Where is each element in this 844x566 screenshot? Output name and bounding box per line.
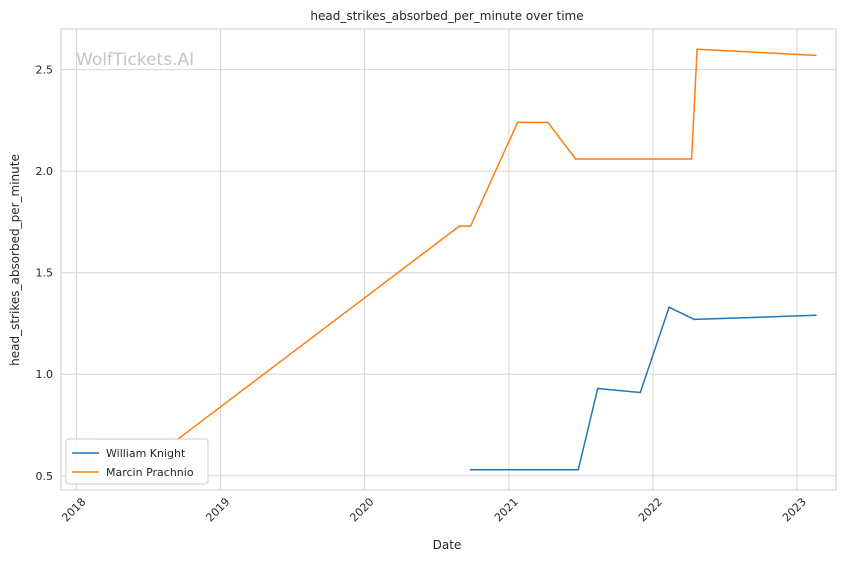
data-point — [693, 318, 696, 321]
data-point — [516, 121, 519, 124]
x-axis-label: Date — [433, 538, 462, 552]
y-tick-label: 2.0 — [36, 165, 54, 178]
grid — [61, 29, 836, 490]
legend-label: William Knight — [106, 447, 186, 460]
watermark: WolfTickets.AI — [76, 50, 194, 70]
x-tick-label: 2018 — [59, 495, 88, 524]
data-point — [815, 54, 817, 57]
y-tick-label: 1.5 — [36, 267, 54, 280]
x-tick-label: 2021 — [492, 495, 521, 524]
data-point — [668, 306, 670, 309]
plot-area-frame — [60, 28, 837, 491]
data-point — [574, 158, 577, 160]
y-tick-label: 2.5 — [36, 64, 54, 77]
legend-label: Marcin Prachnio — [106, 466, 194, 479]
legend-frame — [65, 438, 209, 485]
chart-title: head_strikes_absorbed_per_minute over ti… — [310, 9, 583, 23]
x-tick-label: 2019 — [203, 495, 232, 524]
series-line-0 — [470, 306, 816, 471]
data-point — [815, 314, 817, 317]
data-point — [690, 158, 693, 160]
data-point — [469, 468, 472, 471]
data-point — [577, 468, 580, 471]
x-tick-label: 2020 — [347, 495, 376, 524]
data-point — [596, 387, 599, 390]
y-axis-label: head_strikes_absorbed_per_minute — [8, 154, 22, 366]
data-point — [458, 225, 461, 227]
series-lines — [96, 48, 817, 471]
y-tick-label: 1.0 — [36, 368, 54, 381]
data-point — [469, 225, 472, 227]
x-tick-label: 2022 — [636, 495, 665, 524]
x-tick-label: 2023 — [780, 495, 809, 524]
data-point — [696, 48, 698, 51]
series-line-1 — [97, 48, 816, 440]
legend: William Knight Marcin Prachnio — [65, 438, 209, 485]
y-tick-label: 0.5 — [36, 470, 54, 483]
data-point — [639, 391, 642, 394]
data-point — [547, 121, 549, 124]
